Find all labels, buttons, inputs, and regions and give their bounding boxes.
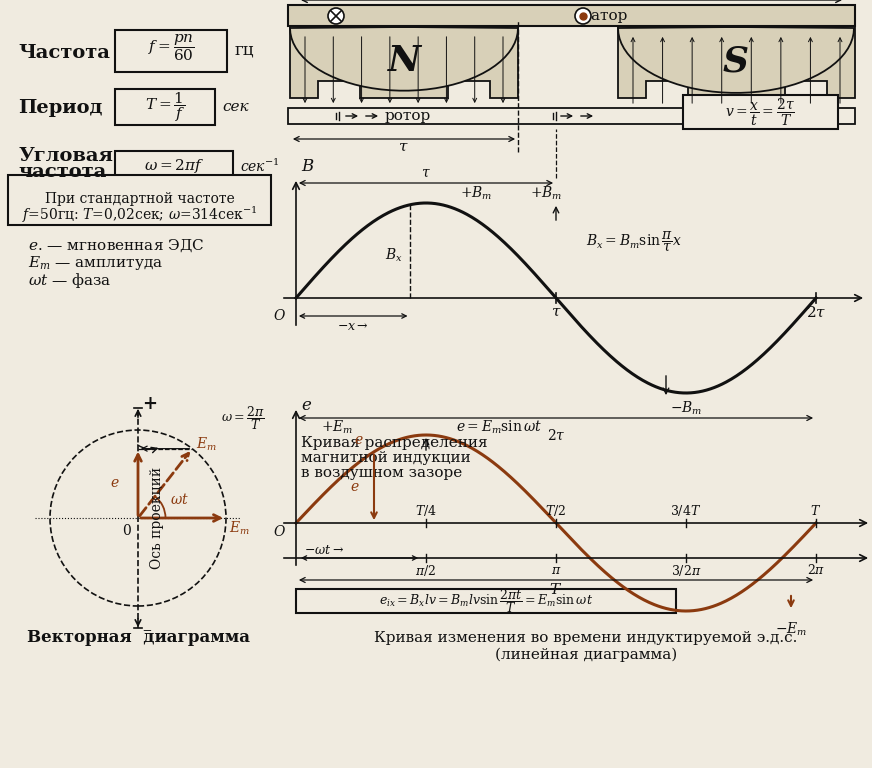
Text: $+B_m$: $+B_m$ [460, 184, 492, 202]
Text: гц: гц [235, 41, 255, 58]
Text: $e$. — мгновенная ЭДС: $e$. — мгновенная ЭДС [28, 238, 204, 254]
Text: $+E_m$: $+E_m$ [321, 419, 353, 435]
Bar [115, 30, 227, 72]
Text: $B$: $B$ [301, 158, 315, 175]
Text: Период: Период [18, 99, 102, 117]
Text: $3/4T$: $3/4T$ [671, 504, 702, 518]
Text: $\tau$: $\tau$ [421, 166, 431, 180]
Text: в воздушном зазоре: в воздушном зазоре [301, 466, 462, 480]
Text: $e_{ix}=B_x lv=B_m lv\sin\dfrac{2\pi t}{T}=E_m\sin\omega t$: $e_{ix}=B_x lv=B_m lv\sin\dfrac{2\pi t}{… [379, 587, 593, 615]
Text: $\tau$: $\tau$ [398, 140, 408, 154]
Text: $\omega=\dfrac{2\pi}{T}$: $\omega=\dfrac{2\pi}{T}$ [221, 404, 265, 432]
Text: $B_x$: $B_x$ [385, 247, 402, 264]
Text: $2\tau$: $2\tau$ [806, 305, 826, 319]
Text: $+B_m$: $+B_m$ [530, 184, 562, 202]
Text: $e$: $e$ [111, 476, 120, 490]
Text: $\pi/2$: $\pi/2$ [415, 562, 437, 578]
Text: $\pi$: $\pi$ [551, 564, 562, 577]
Text: $E_m$: $E_m$ [229, 519, 250, 537]
Text: $T/4$: $T/4$ [415, 504, 437, 518]
Text: $T$: $T$ [810, 504, 821, 518]
Bar [115, 89, 215, 125]
Text: $\omega t$: $\omega t$ [170, 492, 189, 508]
Text: $E_m$ — амплитуда: $E_m$ — амплитуда [28, 254, 163, 272]
Bar [8, 175, 271, 225]
Circle shape [328, 8, 344, 24]
Text: $T$: $T$ [549, 582, 562, 598]
Text: $\omega=2\pi f$: $\omega=2\pi f$ [144, 157, 204, 175]
Text: N: N [387, 44, 420, 78]
Text: сек$^{-1}$: сек$^{-1}$ [240, 157, 279, 174]
Text: –: – [142, 621, 151, 639]
Polygon shape [288, 5, 855, 26]
Text: (линейная диаграмма): (линейная диаграмма) [495, 647, 678, 662]
Text: Кривая изменения во времени индуктируемой э.д.с.: Кривая изменения во времени индуктируемо… [374, 631, 798, 645]
Text: $-E_m$: $-E_m$ [775, 621, 807, 637]
Text: ротор: ротор [385, 109, 431, 123]
Text: $\omega t$ — фаза: $\omega t$ — фаза [28, 270, 112, 290]
Text: $E_m$: $E_m$ [196, 436, 217, 453]
Text: $e$: $e$ [354, 433, 364, 447]
Text: $f$=50гц: $T$=0,02сек; $\omega$=314сек$^{-1}$: $f$=50гц: $T$=0,02сек; $\omega$=314сек$^… [23, 205, 257, 225]
Text: $3/2\pi$: $3/2\pi$ [671, 562, 701, 578]
Text: Угловая: Угловая [18, 147, 112, 165]
Bar [296, 589, 676, 613]
Text: $B_x=B_m\sin\dfrac{\pi}{\tau}x$: $B_x=B_m\sin\dfrac{\pi}{\tau}x$ [586, 229, 682, 253]
Text: $T/2$: $T/2$ [545, 504, 567, 518]
Text: $e=E_m\sin\omega t$: $e=E_m\sin\omega t$ [456, 419, 542, 435]
Bar [683, 95, 838, 129]
Text: $2\tau$: $2\tau$ [547, 428, 565, 442]
Text: $2\pi$: $2\pi$ [807, 563, 825, 577]
Text: статор: статор [575, 9, 628, 23]
Text: $0$: $0$ [122, 523, 132, 538]
Text: $x$: $x$ [871, 290, 872, 306]
Text: $O$: $O$ [273, 524, 286, 538]
Text: Векторная  диаграмма: Векторная диаграмма [26, 630, 249, 647]
Text: +: + [142, 395, 157, 413]
Text: При стандартной частоте: При стандартной частоте [45, 192, 235, 206]
Text: $\tau$: $\tau$ [551, 305, 562, 319]
Polygon shape [290, 26, 518, 98]
Text: $v=\dfrac{x}{t}=\dfrac{2\tau}{T}$: $v=\dfrac{x}{t}=\dfrac{2\tau}{T}$ [726, 96, 795, 127]
Circle shape [575, 8, 591, 24]
Text: магнитной индукции: магнитной индукции [301, 451, 471, 465]
Text: $-x\rightarrow$: $-x\rightarrow$ [337, 319, 369, 333]
Text: частота: частота [18, 163, 106, 181]
Text: $e$: $e$ [351, 481, 360, 495]
Text: Ось проекций: Ось проекций [150, 467, 164, 569]
Polygon shape [618, 26, 855, 98]
Text: сек: сек [222, 100, 249, 114]
Text: $-B_m$: $-B_m$ [670, 399, 702, 417]
Text: Частота: Частота [18, 44, 110, 62]
Text: $e$: $e$ [301, 396, 312, 413]
Text: $-\omega t\rightarrow$: $-\omega t\rightarrow$ [304, 544, 344, 557]
Text: $f=\dfrac{pn}{60}$: $f=\dfrac{pn}{60}$ [147, 32, 194, 64]
Bar [288, 108, 855, 124]
Text: S: S [723, 44, 749, 78]
Polygon shape [618, 26, 855, 93]
Text: $O$: $O$ [273, 308, 286, 323]
Text: Кривая распределения: Кривая распределения [301, 436, 487, 450]
Bar [115, 151, 233, 181]
Text: $T=\dfrac{1}{f}$: $T=\dfrac{1}{f}$ [145, 90, 186, 124]
Polygon shape [290, 26, 518, 91]
